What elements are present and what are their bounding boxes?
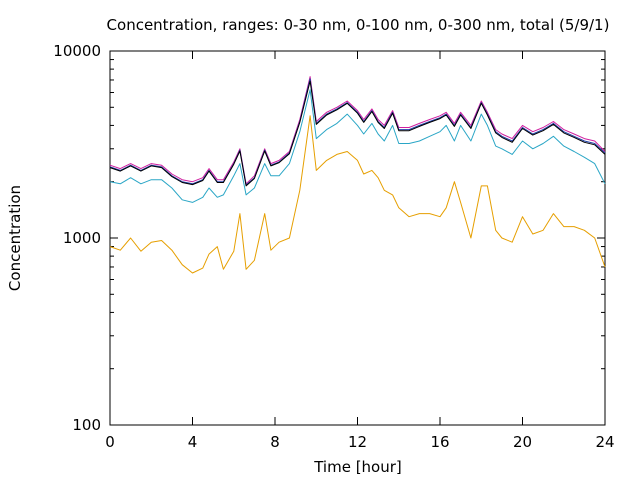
x-tick-label: 24 xyxy=(595,433,614,451)
x-tick-label: 4 xyxy=(188,433,198,451)
y-axis: 100 1000 10000 xyxy=(53,42,605,434)
chart-title: Concentration, ranges: 0-30 nm, 0-100 nm… xyxy=(107,16,610,34)
y-tick-label: 1000 xyxy=(63,229,101,247)
plot-frame xyxy=(109,50,606,426)
x-axis-label: Time [hour] xyxy=(313,458,402,476)
y-tick-label: 10000 xyxy=(53,42,101,60)
x-tick-label: 0 xyxy=(105,433,115,451)
minor-ticks xyxy=(110,59,605,370)
x-axis: 0 4 8 12 16 20 24 xyxy=(105,51,615,451)
x-tick-label: 8 xyxy=(270,433,280,451)
y-axis-label: Concentration xyxy=(6,185,24,291)
y-tick-label: 100 xyxy=(72,416,101,434)
x-tick-label: 12 xyxy=(348,433,367,451)
series-line-5 xyxy=(109,115,606,274)
series-line-4 xyxy=(109,89,606,203)
series-line-3 xyxy=(109,80,606,187)
series-line-2 xyxy=(109,78,606,186)
series-line-1 xyxy=(109,76,606,185)
x-tick-label: 20 xyxy=(513,433,532,451)
series-layer xyxy=(109,76,606,274)
x-tick-label: 16 xyxy=(430,433,449,451)
